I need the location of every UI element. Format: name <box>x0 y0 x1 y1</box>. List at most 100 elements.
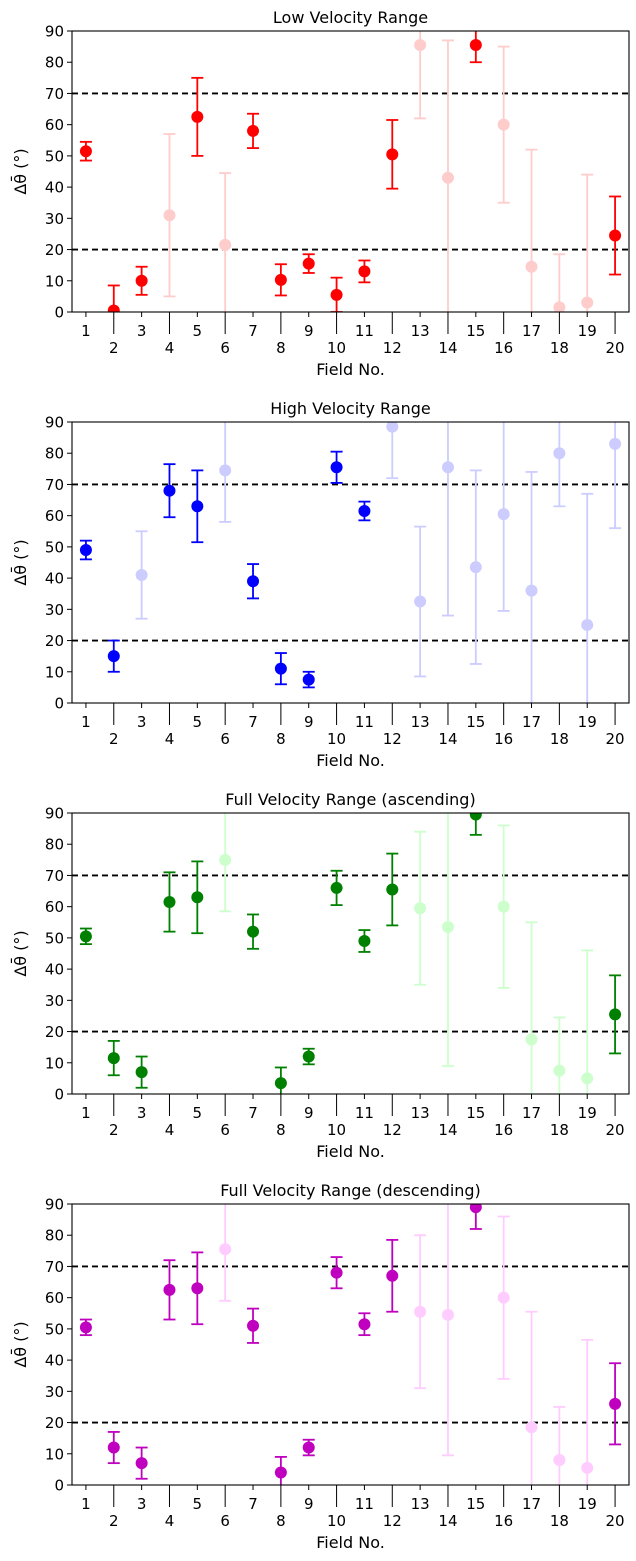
x-tick-label: 1 <box>81 713 91 731</box>
y-tick-label: 60 <box>45 1289 64 1307</box>
data-point-field-8 <box>274 263 287 297</box>
x-tick-label: 5 <box>193 713 203 731</box>
marker <box>441 461 454 474</box>
marker <box>581 296 594 309</box>
x-tick-label: 20 <box>606 339 625 357</box>
x-tick-label: 3 <box>137 1495 147 1513</box>
x-tick-label: 10 <box>327 1512 346 1530</box>
marker <box>553 301 566 312</box>
data-point-field-18 <box>553 1016 566 1094</box>
x-tick-label: 8 <box>276 1512 286 1530</box>
y-tick-label: 90 <box>45 805 64 823</box>
x-tick-label: 17 <box>522 1104 541 1122</box>
data-point-field-14 <box>441 1204 454 1457</box>
data-point-field-13 <box>414 31 427 120</box>
marker <box>247 575 260 588</box>
marker <box>469 39 482 52</box>
marker <box>302 257 315 270</box>
x-tick-label: 11 <box>355 1495 374 1513</box>
x-tick-label: 3 <box>137 322 147 340</box>
marker <box>219 1243 232 1256</box>
y-tick-label: 70 <box>45 476 64 494</box>
chart-title: Full Velocity Range (descending) <box>220 1181 481 1200</box>
x-tick-label: 17 <box>522 1495 541 1513</box>
x-tick-label: 8 <box>276 1121 286 1139</box>
marker <box>553 447 566 460</box>
marker <box>302 1441 315 1454</box>
marker <box>219 853 232 866</box>
data-point-field-10 <box>330 1256 343 1290</box>
x-tick-label: 14 <box>438 1512 457 1530</box>
y-tick-label: 0 <box>54 1477 64 1495</box>
y-tick-label: 40 <box>45 179 64 197</box>
marker <box>581 1072 594 1085</box>
data-layer <box>72 1204 629 1485</box>
data-point-field-7 <box>247 563 260 600</box>
y-tick-label: 80 <box>45 1227 64 1245</box>
y-tick-label: 80 <box>45 836 64 854</box>
y-axis-label: Δθ̄ (°) <box>11 930 30 976</box>
marker <box>441 920 454 933</box>
data-point-field-11 <box>358 929 371 953</box>
y-tick-label: 20 <box>45 1023 64 1041</box>
data-point-field-3 <box>135 265 148 296</box>
data-point-field-7 <box>247 913 260 950</box>
data-point-field-1 <box>79 1318 92 1337</box>
x-tick-label: 8 <box>276 730 286 748</box>
marker <box>358 1318 371 1331</box>
x-tick-label: 4 <box>165 1512 175 1530</box>
y-tick-label: 40 <box>45 1352 64 1370</box>
data-point-field-2 <box>107 284 120 312</box>
x-tick-label: 10 <box>327 339 346 357</box>
y-tick-label: 10 <box>45 272 64 290</box>
x-tick-label: 11 <box>355 1104 374 1122</box>
x-tick-label: 19 <box>578 713 597 731</box>
marker <box>497 118 510 131</box>
marker <box>163 484 176 497</box>
marker <box>330 288 343 301</box>
data-point-field-3 <box>135 530 148 620</box>
marker <box>191 1282 204 1295</box>
y-tick-label: 60 <box>45 898 64 916</box>
x-tick-label: 6 <box>220 1121 230 1139</box>
data-point-field-12 <box>386 422 399 480</box>
marker <box>497 508 510 521</box>
y-tick-label: 20 <box>45 1414 64 1432</box>
y-tick-label: 60 <box>45 507 64 525</box>
x-tick-label: 15 <box>466 1104 485 1122</box>
marker <box>163 1283 176 1296</box>
marker <box>581 1461 594 1474</box>
y-tick-label: 30 <box>45 210 64 228</box>
marker <box>219 238 232 251</box>
x-axis-label: Field No. <box>316 751 385 770</box>
x-tick-label: 15 <box>466 322 485 340</box>
marker <box>79 1321 92 1334</box>
y-axis-label: Δθ̄ (°) <box>11 1321 30 1367</box>
marker <box>219 464 232 477</box>
x-tick-label: 3 <box>137 1104 147 1122</box>
x-tick-label: 7 <box>248 1495 258 1513</box>
data-point-field-13 <box>414 1234 427 1390</box>
marker <box>358 504 371 517</box>
data-point-field-14 <box>441 813 454 1067</box>
data-point-field-18 <box>553 1406 566 1485</box>
y-tick-label: 80 <box>45 54 64 72</box>
marker <box>386 883 399 896</box>
marker <box>247 1319 260 1332</box>
marker <box>247 925 260 938</box>
marker <box>191 110 204 123</box>
x-axis-label: Field No. <box>316 1533 385 1552</box>
data-point-field-19 <box>581 173 594 312</box>
marker <box>330 461 343 474</box>
data-point-field-18 <box>553 422 566 508</box>
data-point-field-12 <box>386 852 399 927</box>
data-point-field-12 <box>386 1239 399 1313</box>
marker <box>358 935 371 948</box>
y-tick-label: 70 <box>45 85 64 103</box>
y-tick-label: 10 <box>45 1445 64 1463</box>
x-tick-label: 2 <box>109 1512 119 1530</box>
data-point-field-15 <box>469 813 482 836</box>
x-axis-label: Field No. <box>316 1142 385 1161</box>
marker <box>135 1457 148 1470</box>
x-tick-label: 2 <box>109 730 119 748</box>
